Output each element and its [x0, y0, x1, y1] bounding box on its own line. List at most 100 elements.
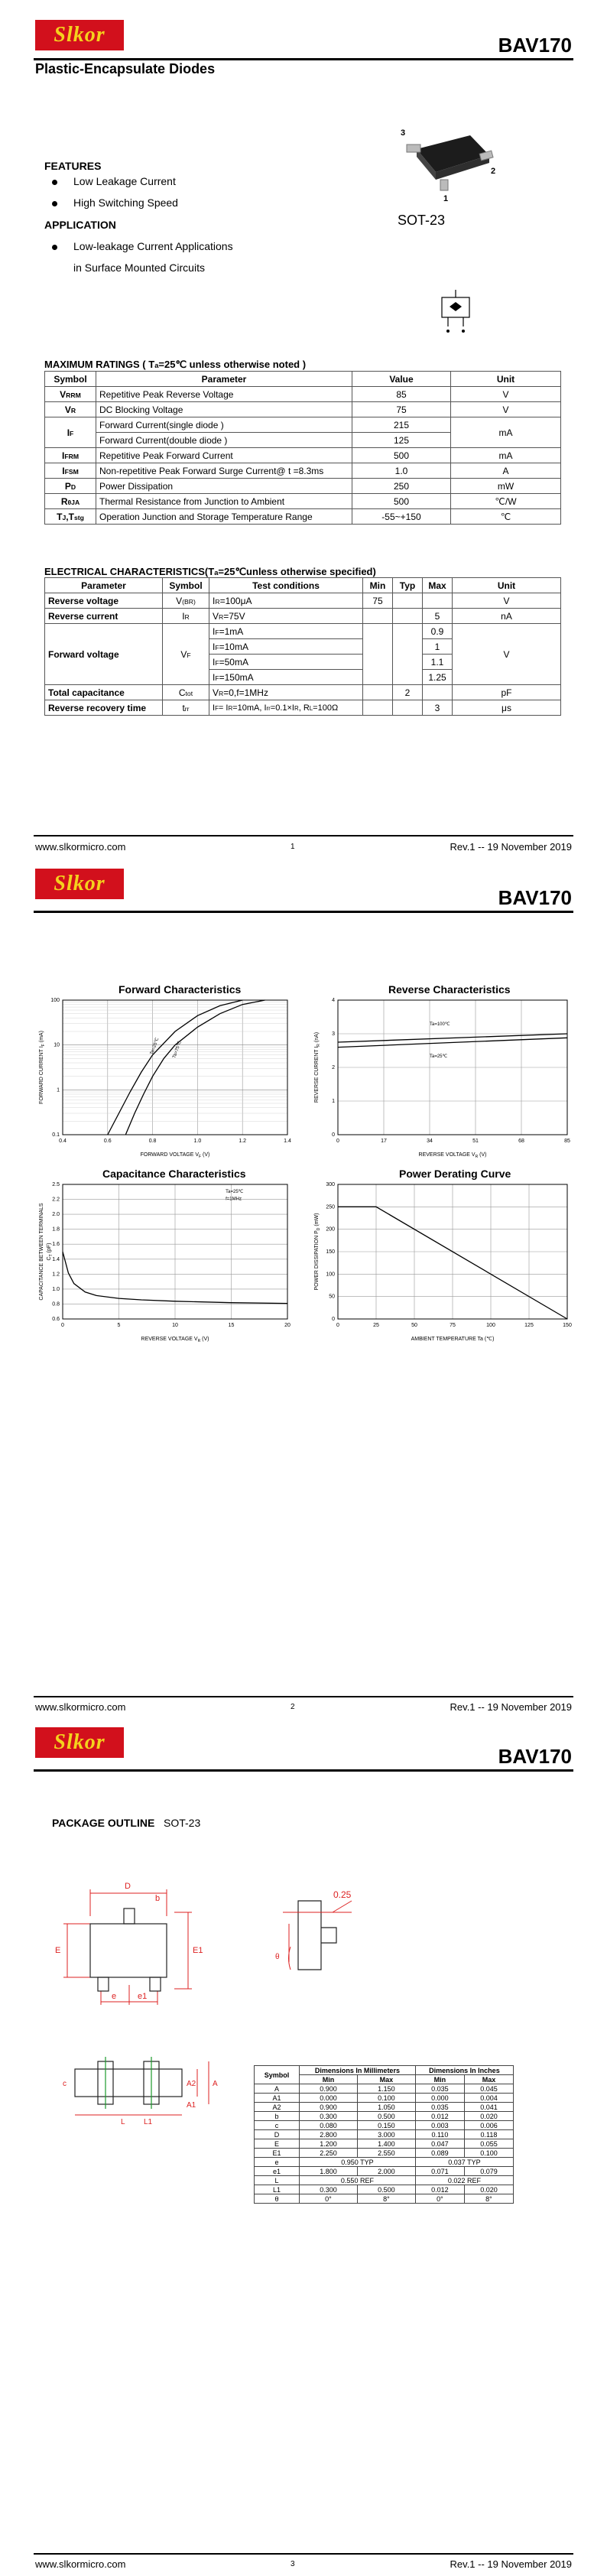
sym: V	[60, 388, 67, 400]
cond-rest: =0,f=1MHz	[223, 687, 268, 698]
typ-cell	[392, 608, 423, 624]
header-rule	[34, 58, 573, 60]
cond: I	[213, 595, 216, 606]
x-tick-label: 0.8	[149, 1139, 157, 1144]
sym: C	[178, 687, 186, 698]
cond-rest: = I	[218, 703, 229, 713]
value-cell: 85	[352, 386, 451, 402]
sym: I	[182, 610, 185, 622]
dim-cell: 0.500	[356, 2111, 416, 2121]
parameter-cell: Forward Current(single diode )	[96, 417, 352, 433]
typ-cell	[392, 700, 423, 716]
dim-cell: 0.037 TYP	[414, 2157, 514, 2167]
y-tick-label: 0	[332, 1132, 335, 1138]
table-header: Unit	[452, 577, 561, 593]
max-cell: 1	[422, 638, 453, 655]
table-header: Typ	[392, 577, 423, 593]
sym: R	[60, 495, 68, 507]
dim-cell: E	[254, 2139, 300, 2149]
sym-sub: R	[184, 612, 190, 621]
dim-cell: 1.050	[356, 2102, 416, 2112]
y-axis-label-sub: R	[316, 1044, 321, 1047]
condition-cell: IF=1mA	[209, 623, 363, 639]
dim-cell: 1.200	[299, 2139, 358, 2149]
footer-revision: Rev.1 -- 19 November 2019	[450, 841, 572, 853]
y-tick-label: 1.8	[52, 1227, 60, 1233]
y-tick-label: 2.0	[52, 1212, 60, 1217]
dim-cell: 0.045	[463, 2084, 514, 2094]
max-cell: 1.25	[422, 669, 453, 685]
series-line	[62, 1251, 288, 1304]
package-detail-drawing: 0.25 θ	[275, 1889, 352, 1970]
table-row: RθJA Thermal Resistance from Junction to…	[44, 493, 561, 509]
x-axis-label: REVERSE VOLTAGE VR (V)	[141, 1337, 209, 1343]
sym-sub: FSM	[64, 467, 79, 476]
header-rule	[34, 911, 573, 913]
condition-cell: VR=0,f=1MHz	[209, 684, 363, 700]
plot-frame	[62, 999, 288, 1135]
value-cell: -55~+150	[352, 508, 451, 525]
dim-label: b	[155, 1894, 160, 1903]
capacitance-characteristics-chart: 0 5 10 15 20 0.6 0.8 1.0 1.2 1.4 1.6 1.8 2.0 2.2 2.5 RE…	[39, 1182, 291, 1343]
sym-sub: stg	[73, 513, 84, 521]
cond-rest: =75V	[223, 610, 245, 622]
footer-rule	[34, 2553, 573, 2555]
unit-cell: mA	[450, 447, 561, 463]
parameter-cell: Power Dissipation	[96, 478, 352, 494]
cond: I	[213, 671, 216, 683]
series-line	[337, 1033, 568, 1043]
dim-cell: 8°	[463, 2194, 514, 2204]
dim-label: E	[55, 1946, 60, 1955]
y-axis-label-sub: T	[49, 1254, 54, 1256]
condition-cell: IF=50mA	[209, 654, 363, 670]
cond-rest: =10mA	[219, 641, 248, 652]
plot-frame	[337, 1184, 568, 1320]
sym-sub: θJA	[67, 498, 80, 506]
unit-cell: ℃/W	[450, 493, 561, 509]
x-tick-label: 0	[336, 1139, 339, 1144]
dim-cell: 0.080	[299, 2120, 358, 2130]
series-line	[125, 999, 265, 1135]
table-row: L1 0.300 0.500 0.012 0.020	[254, 2185, 514, 2194]
dim-cell: 0.100	[463, 2148, 514, 2158]
package-outline-heading: PACKAGE OUTLINE SOT-23	[52, 1817, 200, 1829]
y-tick-label: 10	[54, 1043, 60, 1048]
dim-cell: 0.004	[463, 2093, 514, 2103]
bullet	[52, 201, 57, 206]
parameter-cell: Total capacitance	[44, 684, 163, 700]
elec-char-title: ELECTRICAL CHARACTERISTICS(Ta=25℃unless …	[44, 566, 376, 578]
y-axis-label-text: POWER DISSIPATION P	[314, 1230, 320, 1291]
value-cell: 500	[352, 447, 451, 463]
x-axis-label-text: FORWARD VOLTAGE V	[141, 1152, 200, 1158]
table-row: b 0.300 0.500 0.012 0.020	[254, 2111, 514, 2121]
part-number: BAV170	[498, 1745, 572, 1768]
y-axis-label-text: C	[47, 1256, 52, 1260]
dim-label: A	[213, 2080, 218, 2088]
footer-rule	[34, 1696, 573, 1697]
max-cell	[422, 684, 453, 700]
x-axis-label-unit: (V)	[200, 1337, 209, 1342]
page-3: Slkor BAV170 PACKAGE OUTLINE SOT-23	[0, 1717, 607, 2576]
table-row: TJ,Tstg Operation Junction and Storage T…	[44, 508, 561, 525]
max-cell: 1.1	[422, 654, 453, 670]
cond: I	[213, 703, 216, 713]
cond-rest: =0.1×I	[270, 703, 294, 713]
table-row: A1 0.000 0.100 0.000 0.004	[254, 2093, 514, 2103]
title-text: =25℃ unless otherwise noted )	[158, 359, 307, 370]
dim-cell: 0.020	[463, 2111, 514, 2121]
x-axis-label-unit: (V)	[201, 1152, 209, 1158]
table-header: Symbol	[162, 577, 209, 593]
table-header: Max	[463, 2074, 514, 2084]
y-axis-label-2: CT (pF)	[47, 1243, 54, 1261]
dim-cell: 0°	[414, 2194, 465, 2204]
dim-cell: 0.500	[356, 2185, 416, 2194]
bullet	[52, 180, 57, 185]
y-axis-label-sub: D	[316, 1227, 321, 1230]
x-axis-label-unit: (V)	[478, 1152, 486, 1158]
table-header: Max	[356, 2074, 416, 2084]
x-tick-label: 85	[564, 1139, 570, 1144]
chart-title: Reverse Characteristics	[388, 983, 511, 996]
x-tick-label: 51	[472, 1139, 479, 1144]
x-tick-label: 0	[61, 1323, 64, 1328]
x-tick-label: 75	[450, 1323, 456, 1328]
